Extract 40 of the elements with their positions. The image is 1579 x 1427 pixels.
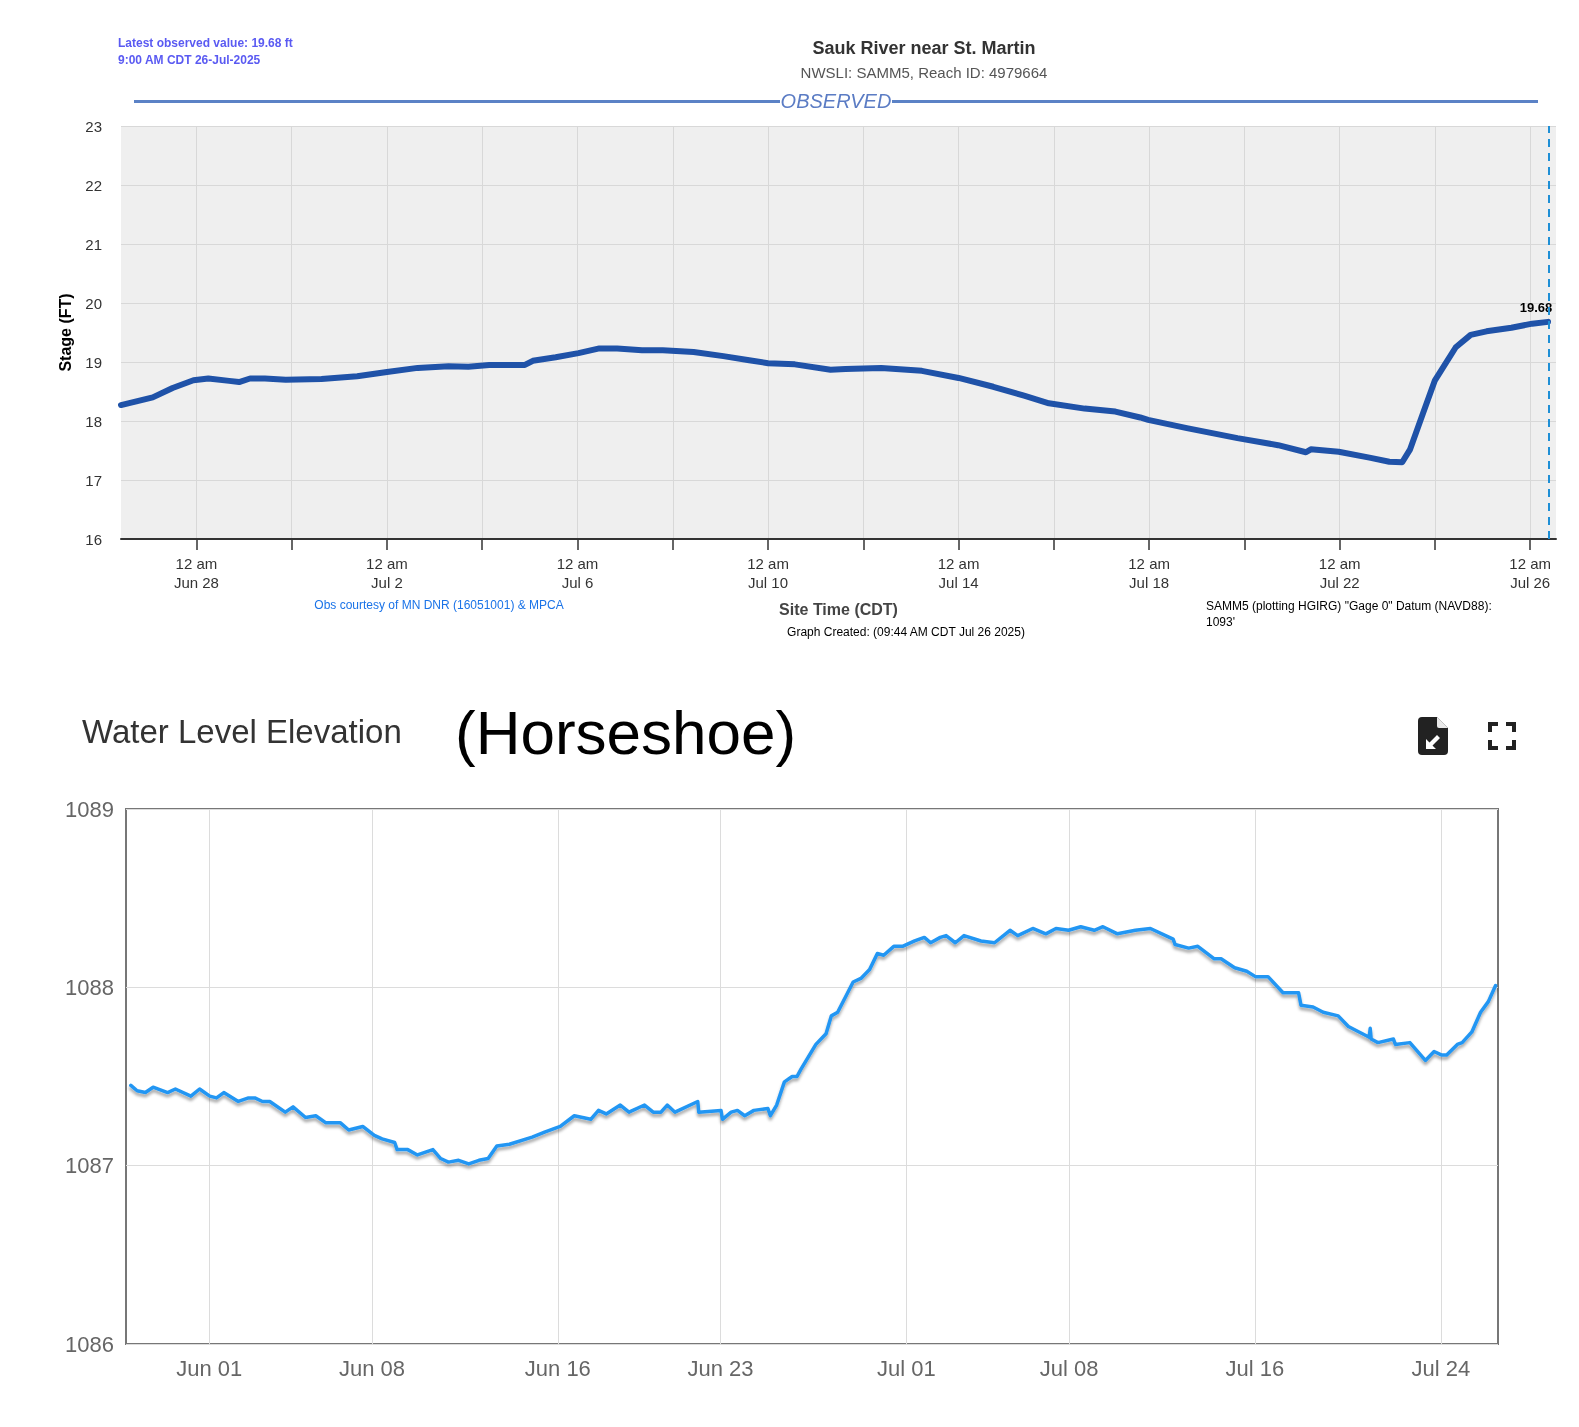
text: Latest observed value: 19.68 ft 9:00 AM CDT 26-Jul-2025 (118, 35, 293, 67)
chart-title: Water Level Elevation (82, 713, 402, 750)
text: Graph Created: (09:44 AM CDT Jul 26 2025) (787, 625, 1025, 639)
text: OBSERVED (779, 90, 893, 112)
x-tick-label: Jun 08 (338, 1355, 405, 1381)
chart-subtitle: (Horseshoe) (455, 697, 797, 767)
x-tick-label: 12 am Jul 2 (366, 555, 408, 591)
annotation: 19.68 (1519, 300, 1553, 316)
y-tick-label: 17 (85, 471, 102, 489)
y-tick-label: 16 (85, 530, 102, 548)
y-tick-label: 23 (85, 117, 102, 135)
y-axis-title: Stage (FT) (56, 293, 74, 372)
y-tick-label: 21 (85, 235, 102, 253)
x-axis-title: Site Time (CDT) (779, 600, 898, 618)
x-tick-label: 12 am Jul 26 (1509, 555, 1552, 591)
y-tick-label: 19 (85, 353, 102, 371)
x-tick-label: 12 am Jul 10 (747, 555, 789, 591)
x-tick-label: Jun 16 (524, 1355, 591, 1381)
x-tick-label: Jun 23 (687, 1355, 754, 1381)
y-tick-label: 18 (85, 412, 102, 430)
x-tick-label: Jun 01 (176, 1355, 243, 1381)
x-tick-label: 12 am Jul 14 (937, 555, 980, 591)
x-tick-label: 12 am Jul 6 (556, 555, 599, 591)
text: Obs courtesy of MN DNR (16051001) & MPCA (314, 598, 564, 612)
x-tick-label: 12 am Jul 18 (1128, 555, 1170, 591)
chart-subtitle: NWSLI: SAMM5, Reach ID: 4979664 (800, 64, 1048, 81)
x-tick-label: Jul 01 (877, 1355, 936, 1381)
y-tick-label: 1087 (65, 1153, 114, 1179)
y-tick-label: 1089 (65, 796, 114, 822)
x-tick-label: 12 am Jul 22 (1318, 555, 1361, 591)
y-tick-label: 1086 (65, 1331, 114, 1357)
x-tick-label: Jul 16 (1225, 1355, 1285, 1381)
x-tick-label: Jul 24 (1411, 1355, 1471, 1381)
y-tick-label: 1088 (65, 974, 114, 1000)
x-tick-label: 12 am Jun 28 (173, 555, 219, 591)
y-tick-label: 22 (85, 176, 102, 194)
x-tick-label: Jul 08 (1039, 1355, 1099, 1381)
text: SAMM5 (plotting HGIRG) "Gage 0" Datum (NAVD88): 1093' (1206, 599, 1492, 629)
chart-title: Sauk River near St. Martin (812, 38, 1036, 58)
y-tick-label: 20 (85, 294, 102, 312)
